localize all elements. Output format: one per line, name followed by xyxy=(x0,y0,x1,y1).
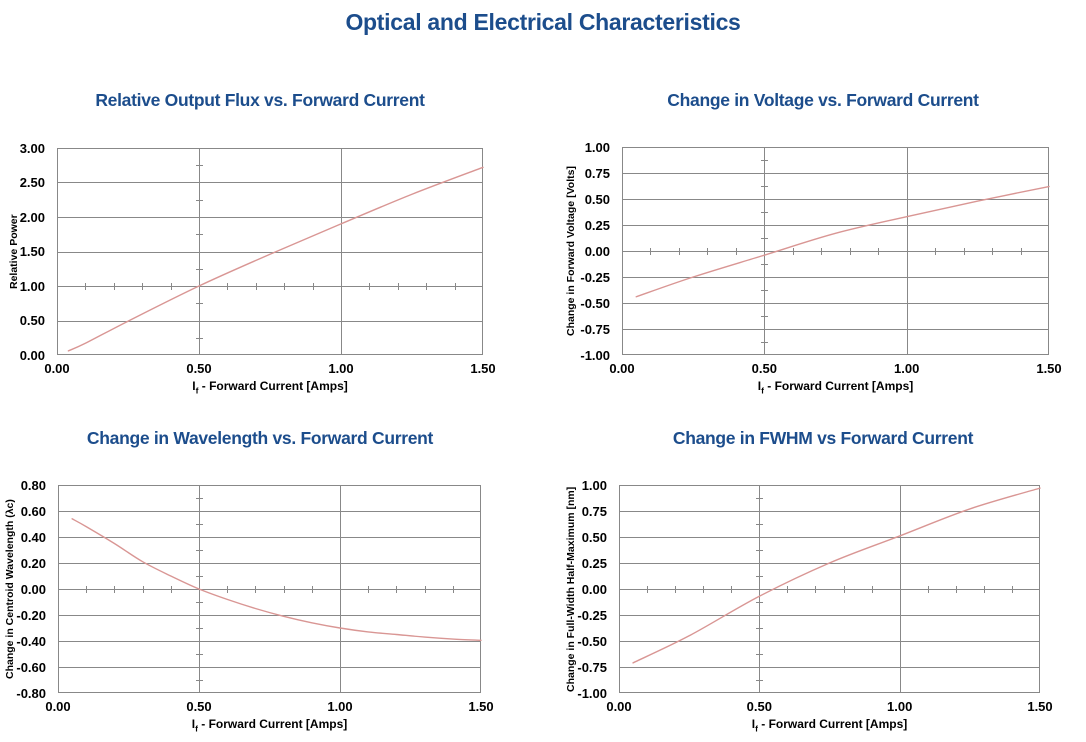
x-tick-label: 0.50 xyxy=(186,361,212,376)
data-series-line xyxy=(635,185,1050,298)
y-tick-label: 1.50 xyxy=(19,244,45,259)
plot-border xyxy=(57,148,483,355)
x-axis-title-text: - Forward Current [Amps] xyxy=(197,717,348,731)
x-tick-label: 1.00 xyxy=(894,361,920,376)
x-tick-label: 0.50 xyxy=(746,699,772,714)
y-tick-label: 0.50 xyxy=(581,529,607,545)
x-axis-title-symbol: I xyxy=(191,717,196,731)
chart-title: Change in Wavelength vs. Forward Current xyxy=(86,428,434,448)
y-tick-label: 1.00 xyxy=(581,477,607,493)
y-tick-label: 0.80 xyxy=(20,477,46,493)
plot-area: -0.80 -0.60 -0.40 -0.20 0.00 0.20 0.40 0.60 0.80… xyxy=(16,478,493,715)
x-tick-label: 0.00 xyxy=(609,361,635,376)
chart-relative-output-flux: Relative Output Flux vs. Forward Current… xyxy=(0,85,520,417)
y-tick-label: 0.00 xyxy=(584,243,610,259)
x-axis-title-symbol: I xyxy=(751,717,756,731)
x-axis-title-subscript: f xyxy=(195,385,199,396)
x-tick-label: 1.50 xyxy=(468,699,494,714)
y-tick-label: -0.25 xyxy=(580,269,610,285)
x-axis-title: If - Forward Current [Amps] xyxy=(622,379,1049,397)
y-tick-label: 0.75 xyxy=(581,503,607,519)
y-tick-label: -1.00 xyxy=(577,685,607,701)
data-series-line xyxy=(67,166,484,352)
x-tick-label: 1.00 xyxy=(887,699,913,714)
y-tick-label: 0.20 xyxy=(20,555,46,571)
chart-title: Relative Output Flux vs. Forward Current xyxy=(95,90,425,110)
x-axis-title: If - Forward Current [Amps] xyxy=(619,717,1040,735)
y-tick-label: 0.50 xyxy=(584,191,610,207)
x-axis-title-text: - Forward Current [Amps] xyxy=(763,379,914,393)
x-tick-label: 1.50 xyxy=(470,361,496,376)
x-axis-title-subscript: f xyxy=(761,385,764,396)
y-tick-label: 1.00 xyxy=(19,278,45,294)
chart-change-in-wavelength: Change in Wavelength vs. Forward Current… xyxy=(0,425,520,742)
x-axis-title: If - Forward Current [Amps] xyxy=(58,717,481,735)
y-tick-label: 0.00 xyxy=(20,581,46,597)
y-tick-label: -0.50 xyxy=(580,295,610,311)
x-tick-label: 0.50 xyxy=(186,699,212,714)
x-tick-label: 0.00 xyxy=(44,361,70,376)
y-tick-label: 0.60 xyxy=(20,503,46,519)
y-axis-title: Change in Forward Voltage [Volts] xyxy=(565,166,577,336)
plot-svg xyxy=(58,485,482,693)
data-series-line xyxy=(632,487,1041,664)
chart-title: Change in Voltage vs. Forward Current xyxy=(667,90,979,110)
y-tick-label: 0.40 xyxy=(20,529,46,545)
plot-border xyxy=(619,485,1040,693)
chart-title: Change in FWHM vs Forward Current xyxy=(672,428,974,448)
x-axis-title-symbol: I xyxy=(192,379,196,393)
y-tick-label: -0.40 xyxy=(16,633,46,649)
page-title: Optical and Electrical Characteristics xyxy=(345,9,741,35)
y-tick-label: -0.50 xyxy=(577,633,607,649)
y-tick-label: 0.75 xyxy=(584,165,610,181)
y-tick-label: -0.80 xyxy=(16,685,46,701)
x-axis-title-text: - Forward Current [Amps] xyxy=(198,379,348,393)
y-tick-label: 2.00 xyxy=(19,209,45,225)
chart-change-in-fwhm: Change in FWHM vs Forward Current Change… xyxy=(560,425,1086,742)
plot-border xyxy=(622,147,1049,355)
plot-svg xyxy=(622,147,1050,355)
y-tick-label: -0.25 xyxy=(577,607,607,623)
x-tick-label: 1.50 xyxy=(1036,361,1062,376)
plot-border xyxy=(58,485,481,693)
x-axis-title-text: - Forward Current [Amps] xyxy=(757,717,908,731)
plot-area: -1.00 -0.75 -0.50 -0.25 0.00 0.25 0.50 0.75 1.00… xyxy=(577,478,1052,715)
x-tick-label: 1.00 xyxy=(328,361,354,376)
y-tick-label: 0.00 xyxy=(19,347,45,363)
y-tick-label: 0.25 xyxy=(584,217,610,233)
x-tick-label: 0.00 xyxy=(45,699,71,714)
x-axis-title-subscript: f xyxy=(755,723,758,734)
y-tick-label: 0.50 xyxy=(19,313,45,328)
y-tick-label: 1.00 xyxy=(584,139,610,155)
plot-svg xyxy=(619,485,1041,693)
y-tick-label: -1.00 xyxy=(580,347,610,363)
x-tick-label: 1.50 xyxy=(1027,699,1053,714)
data-series-line xyxy=(71,518,482,642)
x-tick-label: 0.50 xyxy=(751,361,777,376)
chart-change-in-voltage: Change in Voltage vs. Forward Current Ch… xyxy=(560,85,1086,417)
x-axis-title-symbol: I xyxy=(757,379,762,393)
x-tick-label: 1.00 xyxy=(327,699,353,714)
y-tick-label: -0.75 xyxy=(577,659,607,675)
y-tick-label: -0.20 xyxy=(16,607,46,623)
plot-svg xyxy=(57,148,484,355)
y-tick-label: -0.60 xyxy=(16,659,46,675)
x-axis-title: If - Forward Current [Amps] xyxy=(57,379,483,397)
x-tick-label: 0.00 xyxy=(606,699,632,714)
x-axis-title-subscript: f xyxy=(195,723,198,734)
y-tick-label: -0.75 xyxy=(580,321,610,337)
y-tick-label: 0.00 xyxy=(581,581,607,597)
plot-area: 0.00 0.50 1.00 1.50 2.00 2.50 3.00 0.00 0.50 1.00… xyxy=(20,141,496,377)
y-tick-label: 2.50 xyxy=(19,175,45,190)
plot-area: -1.00 -0.75 -0.50 -0.25 0.00 0.25 0.50 0.75 1.00… xyxy=(580,140,1061,377)
y-tick-label: 0.25 xyxy=(581,555,607,571)
y-tick-label: 3.00 xyxy=(19,140,45,156)
